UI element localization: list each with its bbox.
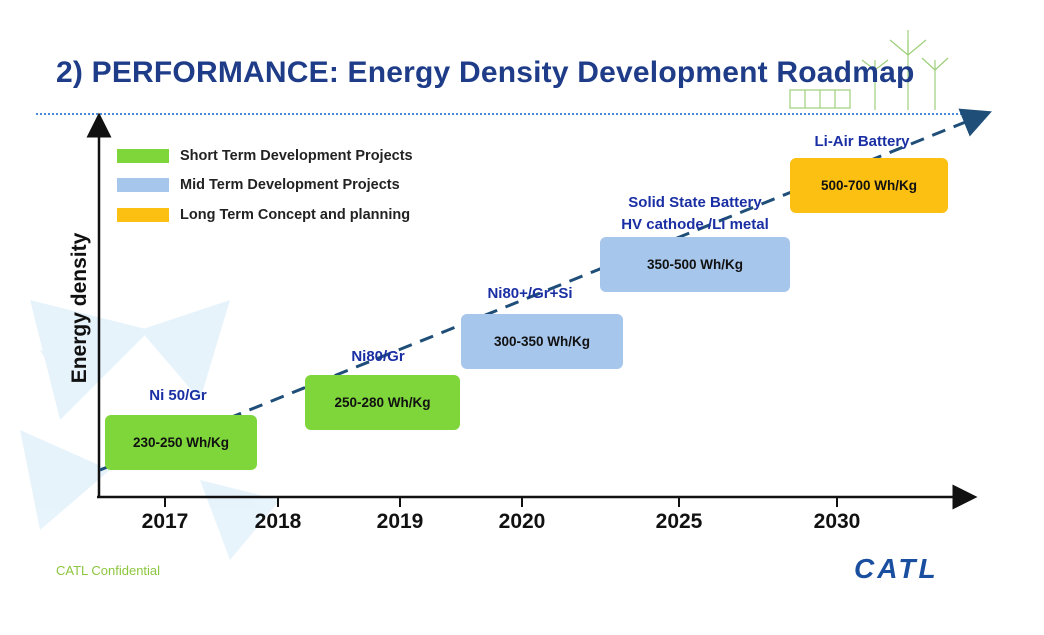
title-divider — [36, 113, 986, 115]
milestone-box-mid-term: 350-500 Wh/Kg — [600, 237, 790, 292]
wind-turbine-sketch — [789, 30, 949, 110]
legend-label: Mid Term Development Projects — [180, 177, 400, 194]
legend: Short Term Development Projects Mid Term… — [117, 141, 413, 230]
legend-swatch-green — [117, 148, 169, 163]
milestone-tech-line: HV cathode /Li metal — [621, 216, 769, 233]
year-label: 2018 — [254, 510, 302, 533]
decorative-triangles — [20, 300, 280, 560]
catl-logo: CATL — [854, 553, 939, 584]
milestone-box-mid-term: 300-350 Wh/Kg — [461, 314, 623, 369]
legend-swatch-blue — [117, 178, 169, 193]
legend-item-short-term: Short Term Development Projects — [117, 141, 413, 171]
legend-item-mid-term: Mid Term Development Projects — [117, 171, 413, 201]
year-label: 2017 — [141, 510, 189, 533]
milestone-box-short-term: 250-280 Wh/Kg — [305, 375, 460, 430]
year-label: 2019 — [376, 510, 424, 533]
year-label: 2020 — [498, 510, 546, 533]
milestone-tech-label: Ni80+/Gr+Si — [487, 285, 573, 302]
y-axis-label: Energy density — [68, 232, 91, 384]
year-label: 2030 — [813, 510, 861, 533]
legend-swatch-orange — [117, 207, 169, 222]
milestone-box-long-term: 500-700 Wh/Kg — [790, 158, 948, 213]
milestone-tech-label: Solid State Battery HV cathode /Li metal — [621, 192, 769, 236]
legend-item-long-term: Long Term Concept and planning — [117, 200, 413, 230]
milestone-tech-label: Ni 50/Gr — [149, 387, 207, 404]
milestone-tech-label: Li-Air Battery — [814, 133, 910, 150]
confidential-notice: CATL Confidential — [56, 563, 161, 578]
milestone-box-short-term: 230-250 Wh/Kg — [105, 415, 257, 470]
slide-title: 2) PERFORMANCE: Energy Density Developme… — [56, 56, 915, 89]
legend-label: Long Term Concept and planning — [180, 206, 411, 223]
year-label: 2025 — [655, 510, 703, 533]
milestone-tech-line: Solid State Battery — [628, 194, 762, 211]
legend-label: Short Term Development Projects — [180, 147, 413, 164]
milestone-tech-label: Ni80/Gr — [351, 348, 405, 365]
